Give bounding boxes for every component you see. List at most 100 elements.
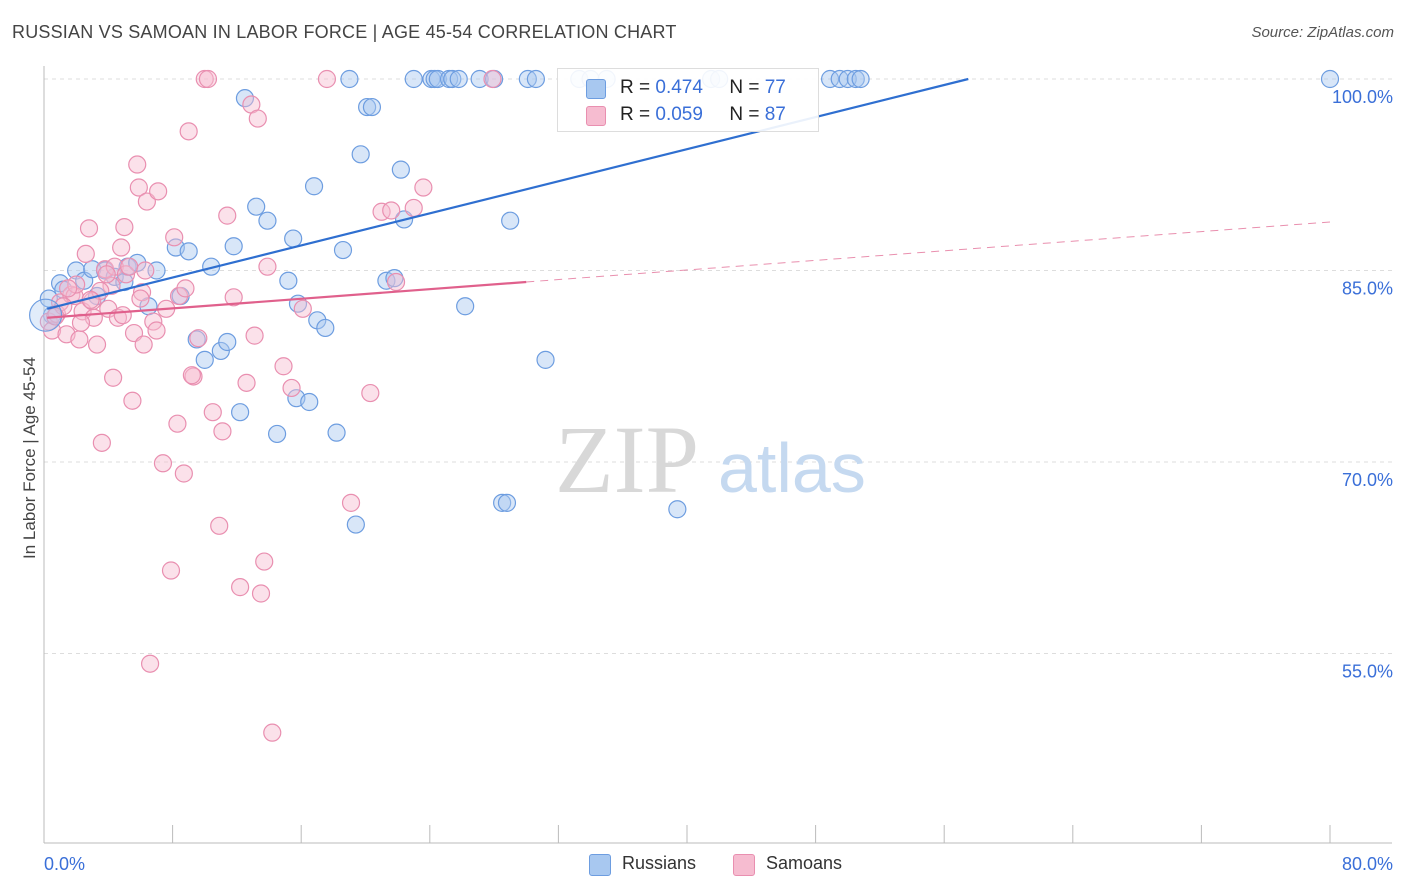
samoans-point: [210, 516, 229, 535]
samoans-point: [189, 329, 208, 348]
y-axis-label: In Labor Force | Age 45-54: [20, 357, 39, 559]
russians-point: [333, 240, 353, 260]
samoans-point: [282, 378, 301, 398]
samoans-point: [140, 654, 160, 673]
samoans-point: [382, 201, 401, 220]
samoans-point: [414, 178, 433, 197]
russians-point: [470, 69, 489, 89]
samoans-point: [237, 373, 256, 392]
legend-samoans-r-value: 0.059: [655, 104, 703, 125]
russians-point: [346, 515, 365, 534]
samoans-point: [198, 69, 218, 89]
russians-point: [846, 69, 865, 89]
samoans-point: [483, 69, 502, 89]
russians-point: [247, 197, 266, 216]
russians-point: [358, 97, 377, 117]
russians-point: [340, 69, 359, 89]
russians-point: [362, 97, 382, 117]
bottom-legend-russians-swatch: [589, 854, 611, 876]
samoans-point: [213, 422, 232, 441]
russians-point: [300, 392, 319, 412]
samoans-point: [372, 202, 391, 221]
samoans-point: [97, 265, 116, 284]
russians-point: [327, 423, 346, 442]
russians-point: [456, 297, 475, 316]
bottom-legend-samoans-swatch: [733, 854, 755, 876]
samoans-point: [132, 283, 152, 302]
samoans-point: [123, 391, 142, 410]
samoans-point: [112, 238, 131, 257]
samoans-point: [115, 217, 134, 237]
legend-russians-n-label: N =: [729, 77, 765, 98]
x-tick-label: 0.0%: [44, 854, 85, 874]
russians-point: [668, 500, 687, 519]
russians-point: [536, 350, 555, 369]
x-tick-label: 80.0%: [1342, 854, 1393, 874]
watermark-zip: ZIP: [555, 406, 699, 513]
samoans-point: [120, 257, 139, 276]
samoans-point: [87, 335, 107, 354]
samoans-point: [255, 552, 274, 571]
samoans-point: [218, 206, 237, 225]
samoans-point: [149, 182, 168, 201]
samoans-point: [361, 383, 380, 403]
samoans-point: [245, 326, 264, 345]
russians-point: [179, 242, 198, 261]
samoans-point: [258, 257, 277, 276]
samoans-point: [203, 403, 222, 422]
samoans-point: [59, 279, 78, 298]
russians-point: [501, 211, 520, 230]
samoans-point: [104, 368, 123, 387]
legend-samoans-r-label: R =: [620, 104, 656, 125]
legend-russians-r-value: 0.474: [655, 77, 703, 98]
russians-point: [526, 69, 545, 89]
legend-russians-n-value: 77: [764, 77, 786, 98]
samoans-point: [102, 276, 121, 295]
samoans-point: [293, 299, 312, 318]
watermark-atlas: atlas: [718, 429, 866, 507]
samoans-point: [131, 289, 150, 308]
samoans-point: [224, 288, 243, 307]
samoans-point: [129, 178, 148, 197]
samoans-point: [92, 433, 111, 452]
samoans-point: [404, 198, 423, 218]
russians-point: [304, 177, 324, 196]
samoans-point: [161, 561, 181, 580]
bottom-legend-russians-label: Russians: [622, 853, 697, 873]
y-tick-label: 70.0%: [1342, 470, 1393, 490]
y-tick-label: 100.0%: [1332, 87, 1393, 107]
samoans-point: [248, 109, 267, 128]
samoans-point: [317, 69, 337, 89]
y-tick-label: 55.0%: [1342, 662, 1393, 682]
russians-point: [316, 318, 335, 338]
russians-point: [211, 341, 230, 361]
russians-point: [391, 160, 410, 179]
russians-point: [404, 69, 423, 89]
samoans-point: [147, 321, 166, 340]
samoans-trend-line: [47, 280, 527, 319]
samoans-point: [134, 335, 153, 354]
russians-point: [1320, 69, 1340, 89]
samoans-point: [231, 578, 250, 597]
russians-point: [493, 493, 512, 512]
samoans-point: [79, 219, 99, 238]
russians-point: [820, 69, 840, 89]
russians-point: [231, 403, 250, 422]
samoans-point: [165, 228, 184, 247]
legend-samoans-n-value: 87: [764, 104, 786, 125]
russians-point: [218, 332, 237, 352]
samoans-point: [386, 272, 406, 292]
samoans-point: [137, 192, 156, 211]
samoans-point: [70, 330, 89, 349]
samoans-point: [174, 464, 193, 483]
samoans-point: [128, 155, 147, 174]
legend-russians-swatch: [586, 79, 606, 99]
legend-russians-r-label: R =: [620, 77, 656, 98]
russians-point: [351, 145, 370, 164]
bottom-legend-samoans-label: Samoans: [766, 853, 843, 873]
russians-point: [267, 424, 287, 444]
source-label: Source: ZipAtlas.com: [1251, 24, 1394, 41]
russians-point: [224, 237, 243, 256]
samoans-point: [179, 122, 198, 141]
